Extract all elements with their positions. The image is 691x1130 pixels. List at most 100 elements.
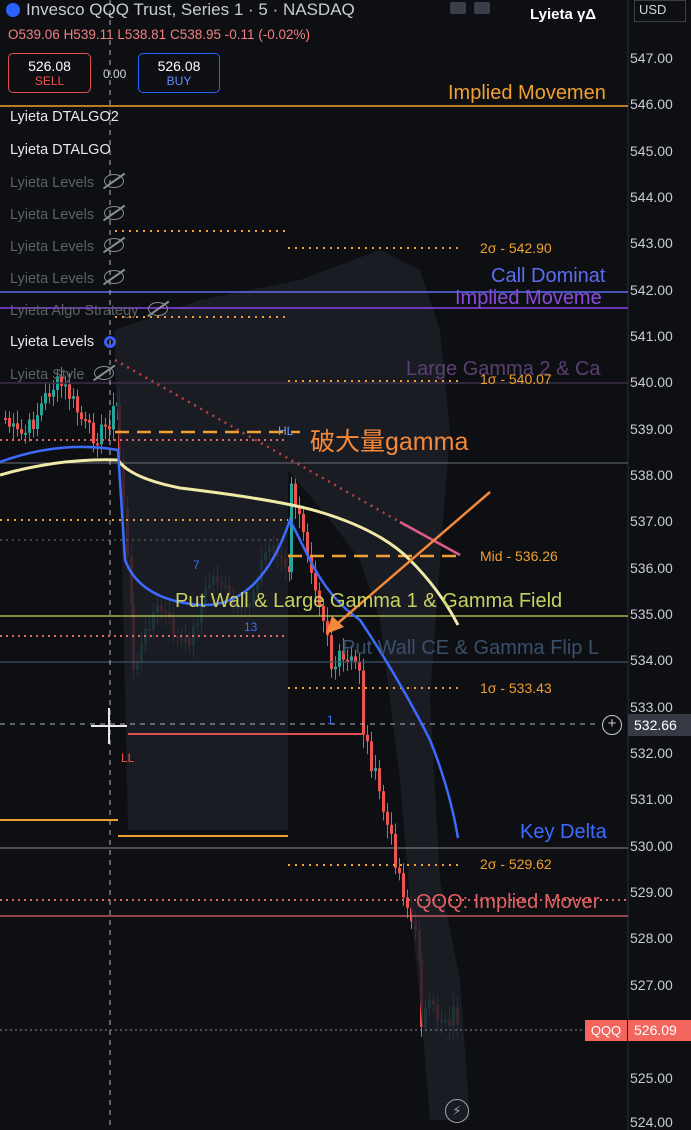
price-tick: 533.00 bbox=[630, 699, 673, 715]
candle-body bbox=[76, 396, 79, 413]
legend-levels-2[interactable]: Lyieta Levels bbox=[10, 206, 125, 223]
eye-off-icon[interactable] bbox=[104, 270, 125, 284]
candle-body bbox=[32, 419, 35, 430]
sigma2-up-label: 2σ - 542.90 bbox=[480, 240, 552, 256]
candle-body bbox=[4, 417, 7, 420]
count-marker: 1 bbox=[327, 713, 334, 727]
legend-algo-strategy[interactable]: Lyieta Algo Strategy bbox=[10, 302, 169, 319]
trend-line bbox=[399, 520, 461, 557]
candle-body bbox=[288, 566, 291, 572]
candle-body bbox=[84, 419, 87, 422]
price-tick: 524.00 bbox=[630, 1114, 673, 1130]
buy-label: BUY bbox=[166, 74, 192, 88]
candle-body bbox=[386, 811, 389, 825]
buy-button[interactable]: 526.08 BUY bbox=[138, 53, 220, 93]
candle-body bbox=[104, 424, 107, 427]
price-tick: 535.00 bbox=[630, 606, 673, 622]
blue-moving-average bbox=[0, 445, 460, 839]
candle-body bbox=[80, 412, 83, 420]
ohlc-readout: O539.06 H539.11 L538.81 C538.95 -0.11 (-… bbox=[8, 27, 310, 42]
maximize-icon[interactable] bbox=[474, 2, 490, 14]
candle-body bbox=[354, 656, 357, 662]
brand-label: Lyieta γΔ bbox=[530, 6, 597, 23]
candle-body bbox=[362, 670, 365, 735]
gear-icon[interactable] bbox=[104, 336, 117, 348]
legend-dtalgo[interactable]: Lyieta DTALGO bbox=[10, 142, 111, 158]
lightning-icon[interactable]: ⚡ bbox=[445, 1099, 469, 1123]
eye-off-icon[interactable] bbox=[104, 206, 125, 220]
eye-off-icon[interactable] bbox=[104, 174, 125, 188]
price-tick: 544.00 bbox=[630, 189, 673, 205]
price-tick: 534.00 bbox=[630, 652, 673, 668]
price-tick: 529.00 bbox=[630, 884, 673, 900]
candle-body bbox=[302, 513, 305, 533]
price-tick: 536.00 bbox=[630, 560, 673, 576]
count-marker: 13 bbox=[244, 620, 258, 634]
eye-off-icon[interactable] bbox=[148, 302, 169, 316]
price-axis-panel bbox=[628, 0, 691, 1130]
symbol-title[interactable]: Invesco QQQ Trust, Series 1 · 5 · NASDAQ bbox=[6, 0, 355, 20]
candle-body bbox=[290, 483, 293, 572]
candle-body bbox=[370, 741, 373, 772]
price-tick: 546.00 bbox=[630, 96, 673, 112]
candle-body bbox=[12, 423, 15, 427]
price-tick: 530.00 bbox=[630, 838, 673, 854]
legend-levels-4[interactable]: Lyieta Levels bbox=[10, 270, 125, 287]
price-tick: 543.00 bbox=[630, 235, 673, 251]
implied-movement-2-label: Implied Moveme bbox=[455, 287, 602, 309]
large-gamma-2-label: Large Gamma 2 & Ca bbox=[406, 358, 601, 380]
price-tick: 538.00 bbox=[630, 467, 673, 483]
ohlc-close: C538.95 bbox=[169, 27, 221, 42]
candle-body bbox=[314, 572, 317, 591]
eye-off-icon[interactable] bbox=[104, 238, 125, 252]
price-tick: 547.00 bbox=[630, 50, 673, 66]
sigma1-up-label: 1σ - 540.07 bbox=[480, 371, 552, 387]
legend-levels-3[interactable]: Lyieta Levels bbox=[10, 238, 125, 255]
key-delta-label: Key Delta bbox=[520, 821, 607, 843]
mid-label: Mid - 536.26 bbox=[480, 548, 558, 564]
candle-body bbox=[402, 873, 405, 898]
minimize-icon[interactable] bbox=[450, 2, 466, 14]
legend-levels-active[interactable]: Lyieta Levels bbox=[10, 334, 117, 350]
sell-button[interactable]: 526.08 SELL bbox=[8, 53, 91, 93]
put-wall-label: Put Wall & Large Gamma 1 & Gamma Field bbox=[175, 590, 563, 612]
hl-marker: HL bbox=[278, 424, 294, 438]
candle-body bbox=[394, 833, 397, 868]
candle-body bbox=[60, 376, 63, 386]
candle-body bbox=[350, 656, 353, 661]
sigma1-down-label: 1σ - 533.43 bbox=[480, 680, 552, 696]
candle-body bbox=[96, 443, 99, 446]
qqq-implied-label: QQQ: Implied Mover bbox=[416, 891, 600, 913]
price-tick: 539.00 bbox=[630, 421, 673, 437]
buy-price: 526.08 bbox=[157, 58, 201, 74]
legend-levels-1[interactable]: Lyieta Levels bbox=[10, 174, 125, 191]
price-tick: 527.00 bbox=[630, 977, 673, 993]
candle-body bbox=[318, 590, 321, 606]
legend-style[interactable]: Lyieta Style bbox=[10, 366, 115, 383]
candle-body bbox=[64, 384, 67, 387]
price-tick: 537.00 bbox=[630, 513, 673, 529]
candle-body bbox=[44, 393, 47, 404]
add-alert-icon[interactable]: + bbox=[602, 715, 622, 735]
candle-body bbox=[48, 393, 51, 397]
candle-body bbox=[298, 507, 301, 514]
price-tick: 540.00 bbox=[630, 374, 673, 390]
annotation-arrow-line bbox=[329, 491, 491, 631]
legend-dtalgo2[interactable]: Lyieta DTALGO2 bbox=[10, 109, 119, 125]
eye-off-icon[interactable] bbox=[94, 366, 115, 380]
candle-body bbox=[108, 426, 111, 430]
spread-value: 0.00 bbox=[103, 67, 127, 81]
annotation-arrow-head bbox=[326, 616, 344, 634]
candle-body bbox=[112, 406, 115, 430]
crosshair-cursor-icon bbox=[108, 708, 110, 744]
ll-marker: LL bbox=[121, 751, 135, 765]
currency-select[interactable]: USD bbox=[634, 0, 686, 22]
ohlc-change: -0.11 (-0.02%) bbox=[224, 27, 311, 42]
candle-body bbox=[334, 666, 337, 670]
candle-body bbox=[378, 768, 381, 792]
count-marker: 7 bbox=[193, 558, 200, 572]
candle-body bbox=[68, 384, 71, 399]
ohlc-open: O539.06 bbox=[8, 27, 60, 42]
candle-body bbox=[52, 389, 55, 397]
